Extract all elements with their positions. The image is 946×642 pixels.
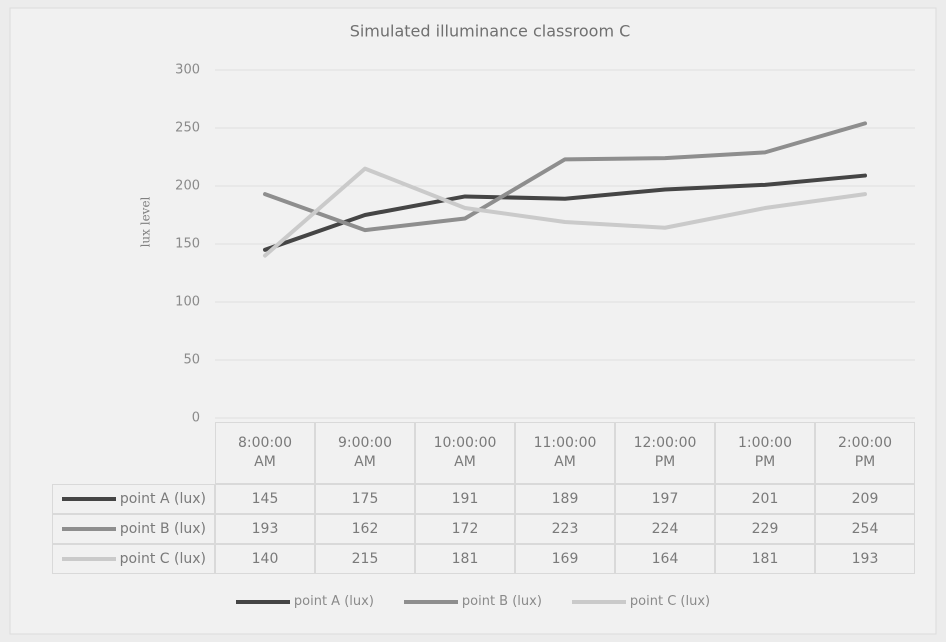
y-tick-label: 0 bbox=[192, 411, 200, 426]
table-value: 169 bbox=[515, 544, 615, 574]
x-tick-label: 2:00:00 PM bbox=[815, 422, 915, 484]
legend: point A (lux) point B (lux) point C (lux) bbox=[0, 594, 946, 609]
y-axis-label: lux level bbox=[139, 196, 153, 247]
table-value: 191 bbox=[415, 484, 515, 514]
table-value: 145 bbox=[215, 484, 315, 514]
table-value: 189 bbox=[515, 484, 615, 514]
series-line bbox=[263, 173, 867, 252]
x-tick-label: 11:00:00 AM bbox=[515, 422, 615, 484]
y-tick-label: 250 bbox=[175, 121, 200, 136]
table-value: 229 bbox=[715, 514, 815, 544]
legend-item: point C (lux) bbox=[571, 594, 711, 609]
x-tick-label: 9:00:00 AM bbox=[315, 422, 415, 484]
x-tick-label: 8:00:00 AM bbox=[215, 422, 315, 484]
table-value: 164 bbox=[615, 544, 715, 574]
table-value: 193 bbox=[815, 544, 915, 574]
series-name: point C (lux) bbox=[119, 550, 206, 567]
table-value: 201 bbox=[715, 484, 815, 514]
legend-key bbox=[61, 557, 116, 561]
table-value: 140 bbox=[215, 544, 315, 574]
chart-title: Simulated illuminance classroom C bbox=[350, 22, 631, 41]
legend-item: point B (lux) bbox=[403, 594, 542, 609]
y-tick-label: 50 bbox=[183, 353, 200, 368]
series-line bbox=[263, 166, 867, 258]
x-tick-label: 10:00:00 AM bbox=[415, 422, 515, 484]
table-series-name: point A (lux) bbox=[52, 484, 215, 514]
table-value: 209 bbox=[815, 484, 915, 514]
series-name: point B (lux) bbox=[119, 520, 206, 537]
legend-item: point A (lux) bbox=[235, 594, 374, 609]
table-value: 175 bbox=[315, 484, 415, 514]
legend-key bbox=[571, 599, 626, 604]
table-value: 181 bbox=[715, 544, 815, 574]
table-value: 254 bbox=[815, 514, 915, 544]
table-series-name: point B (lux) bbox=[52, 514, 215, 544]
legend-key bbox=[403, 599, 458, 604]
legend-key bbox=[235, 599, 290, 604]
table-value: 223 bbox=[515, 514, 615, 544]
legend-label: point A (lux) bbox=[293, 594, 374, 609]
table-value: 162 bbox=[315, 514, 415, 544]
table-value: 172 bbox=[415, 514, 515, 544]
series-name: point A (lux) bbox=[119, 490, 206, 507]
x-tick-label: 1:00:00 PM bbox=[715, 422, 815, 484]
legend-key bbox=[61, 497, 116, 501]
table-series-name: point C (lux) bbox=[52, 544, 215, 574]
y-tick-label: 300 bbox=[175, 63, 200, 78]
legend-key bbox=[61, 527, 116, 531]
table-value: 224 bbox=[615, 514, 715, 544]
table-value: 193 bbox=[215, 514, 315, 544]
y-tick-label: 200 bbox=[175, 179, 200, 194]
series-line bbox=[263, 121, 867, 233]
x-tick-label: 12:00:00 PM bbox=[615, 422, 715, 484]
legend-label: point B (lux) bbox=[461, 594, 542, 609]
chart-area bbox=[9, 7, 937, 635]
y-tick-label: 100 bbox=[175, 295, 200, 310]
table-value: 215 bbox=[315, 544, 415, 574]
table-value: 197 bbox=[615, 484, 715, 514]
y-tick-label: 150 bbox=[175, 237, 200, 252]
table-value: 181 bbox=[415, 544, 515, 574]
legend-label: point C (lux) bbox=[629, 594, 711, 609]
